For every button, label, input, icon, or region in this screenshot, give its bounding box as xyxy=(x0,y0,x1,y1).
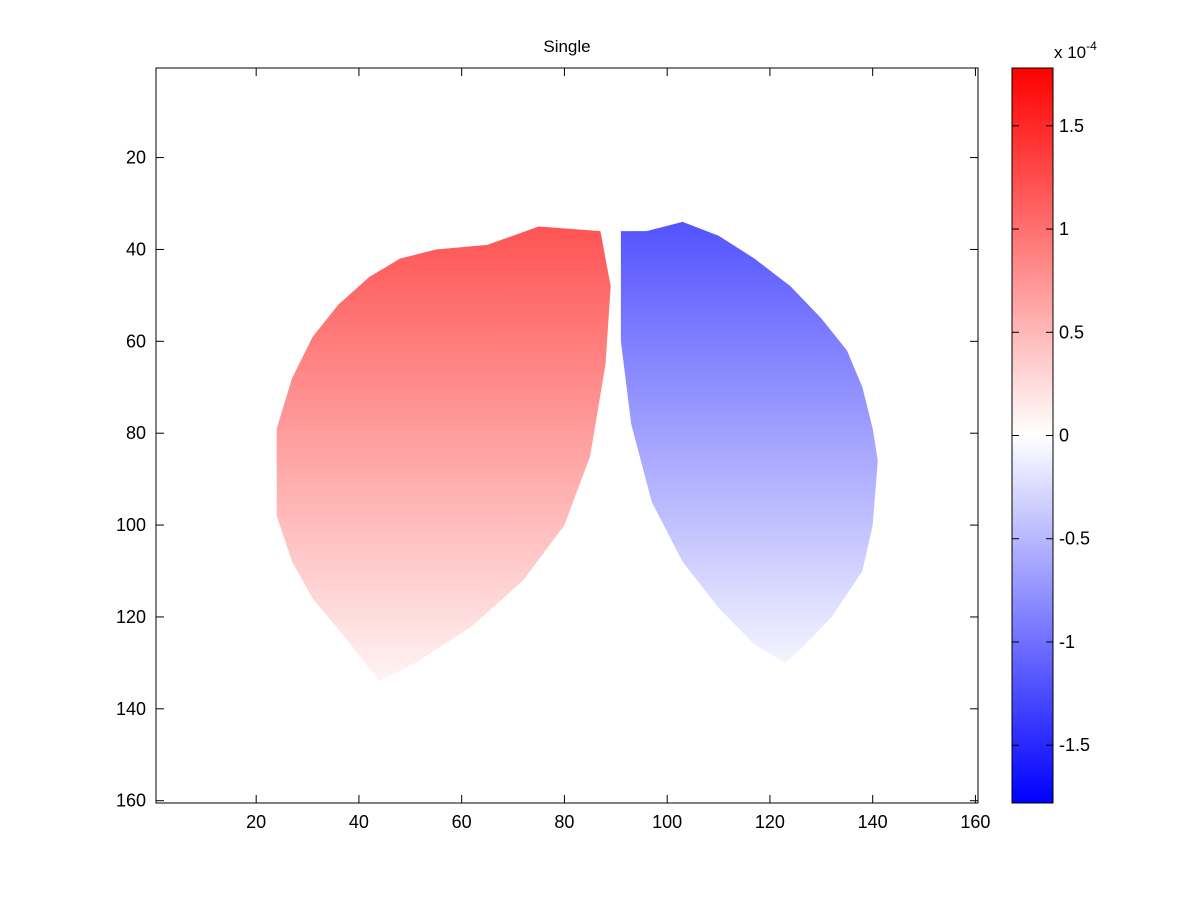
x-tick-label: 100 xyxy=(652,812,682,832)
colorbar-tick-label: 1 xyxy=(1059,219,1069,239)
y-tick-label: 100 xyxy=(116,515,146,535)
y-tick-label: 120 xyxy=(116,607,146,627)
colorbar-tick-label: 1.5 xyxy=(1059,116,1084,136)
chart-title: Single xyxy=(543,37,590,56)
heatmap-region-right xyxy=(620,221,878,663)
heatmap-region-left xyxy=(276,226,611,682)
colorbar-multiplier: x 10-4 xyxy=(1054,39,1097,62)
plot-frame xyxy=(155,67,979,804)
colorbar-tick-label: 0.5 xyxy=(1059,322,1084,342)
y-axis: 20 40 60 80 100 120 140 160 xyxy=(116,148,978,811)
colorbar-tick-label: -1.5 xyxy=(1059,735,1090,755)
y-tick-label: 80 xyxy=(126,423,146,443)
heatmap-regions xyxy=(276,221,878,682)
colorbar-tick-label: -0.5 xyxy=(1059,529,1090,549)
x-tick-label: 120 xyxy=(755,812,785,832)
x-tick-label: 140 xyxy=(858,812,888,832)
colorbar-multiplier-exponent: -4 xyxy=(1086,39,1097,53)
y-tick-label: 160 xyxy=(116,791,146,811)
y-tick-label: 140 xyxy=(116,699,146,719)
colorbar-tick-label: 0 xyxy=(1059,426,1069,446)
x-axis: 20 40 60 80 100 120 140 160 xyxy=(246,68,990,832)
x-tick-label: 160 xyxy=(960,812,990,832)
colorbar-tick-label: -1 xyxy=(1059,632,1075,652)
x-tick-label: 20 xyxy=(246,812,266,832)
x-tick-label: 40 xyxy=(349,812,369,832)
x-tick-label: 60 xyxy=(452,812,472,832)
x-tick-label: 80 xyxy=(554,812,574,832)
y-tick-label: 40 xyxy=(126,239,146,259)
y-tick-label: 60 xyxy=(126,331,146,351)
y-tick-label: 20 xyxy=(126,148,146,168)
colorbar-axis: 1.5 1 0.5 0 -0.5 -1 -1.5 xyxy=(1012,116,1090,755)
colorbar-multiplier-base: x 10 xyxy=(1054,43,1086,62)
